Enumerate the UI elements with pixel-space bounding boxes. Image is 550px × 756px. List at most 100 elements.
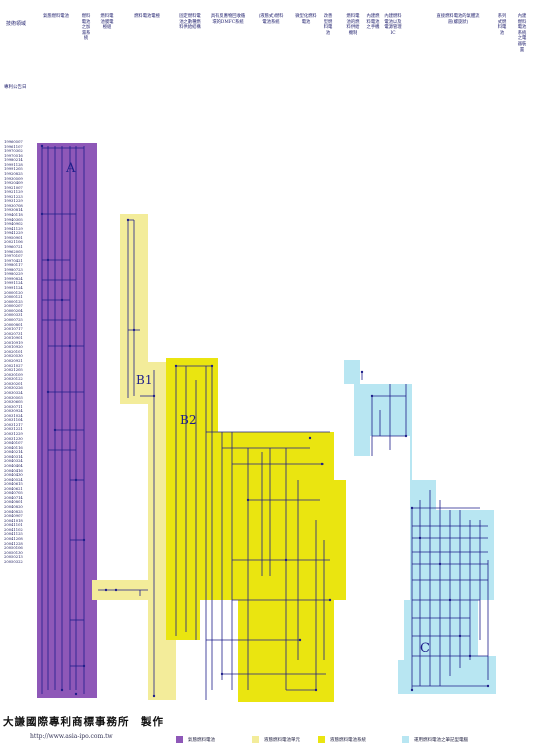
region-b2 [166, 358, 346, 702]
date-row: 20031230 [4, 436, 23, 441]
date-row: 19980117 [4, 263, 23, 268]
date-row: 20000125 [4, 299, 23, 304]
date-row: 20030324 [4, 390, 23, 395]
date-row: 20020101 [4, 349, 23, 354]
date-row: 20040214 [4, 450, 23, 455]
date-column: 19960507 19961107 19970302 19970516 19980214… [4, 140, 32, 564]
date-row: 20040416 [4, 468, 23, 473]
date-row: 19921223 [4, 194, 23, 199]
date-row: 20040314 [4, 454, 23, 459]
header-col-14: 系列式燃料電池 [497, 14, 507, 36]
header-col-13: 直接燃料電池的氣體流道(螺旋狀) [436, 14, 480, 25]
region-a-label: A [65, 161, 76, 176]
legend-label: 運用燃料電池之筆記型電腦 [414, 737, 468, 743]
date-row: 19960507 [4, 140, 23, 144]
header-col-12: 內建燃料電池以及電源管理IC [384, 14, 402, 36]
date-row: 20030201 [4, 381, 23, 386]
node-dot [284, 558, 288, 562]
date-row: 20031024 [4, 413, 23, 418]
date-row: 20041018 [4, 518, 23, 523]
node-dot [82, 538, 86, 542]
region-c-small [344, 360, 360, 384]
date-row: 20020731 [4, 331, 23, 336]
date-row: 20040907 [4, 514, 23, 519]
date-row: 20050322 [4, 559, 23, 564]
date-row: 19931229 [4, 199, 23, 204]
date-row: 20021205 [4, 368, 23, 373]
node-dot [298, 638, 302, 642]
node-dot [104, 588, 108, 592]
node-dot [40, 212, 44, 216]
date-row: 19970516 [4, 153, 23, 158]
date-row: 19980723 [4, 267, 23, 272]
date-row: 20030711 [4, 404, 23, 409]
firm-name: 大謙國際專利商標事務所 製作 [3, 716, 164, 728]
date-row: 20040714 [4, 495, 23, 500]
date-row: 19940902 [4, 222, 23, 227]
date-row: 20030122 [4, 377, 23, 382]
legend-swatch [318, 736, 325, 743]
date-row: 20000120 [4, 290, 23, 295]
region-c-label: C [420, 641, 430, 656]
header-col-2: 燃料電池之加濕系統 [81, 14, 91, 42]
date-row: 20010919 [4, 340, 23, 345]
region-a [37, 143, 97, 698]
date-row: 20000207 [4, 304, 23, 309]
region-c [354, 384, 496, 694]
node-dot [74, 478, 78, 482]
date-row: 20000121 [4, 295, 23, 300]
date-row: 20040107 [4, 441, 23, 446]
date-row: 19991128 [4, 162, 23, 167]
date-row: 20000331 [4, 313, 23, 318]
date-row: 19980229 [4, 272, 23, 277]
date-row: 20040825 [4, 509, 23, 514]
node-dot [404, 434, 408, 438]
node-dot [174, 364, 178, 368]
date-row: 19921007 [4, 185, 23, 190]
node-dot [152, 394, 156, 398]
node-dot [468, 654, 472, 658]
date-row: 19950901 [4, 235, 23, 240]
firm-url[interactable]: http://www.asia-ipo.com.tw [30, 733, 113, 740]
date-row: 20041101 [4, 523, 23, 528]
date-row: 20041102 [4, 527, 23, 532]
date-row: 19970302 [4, 149, 23, 154]
node-dot [68, 344, 72, 348]
date-row: 19980214 [4, 158, 23, 163]
region-b2-label: B2 [180, 413, 196, 427]
date-row: 19940118 [4, 213, 23, 217]
node-dot [60, 298, 64, 302]
date-row: 20040324 [4, 459, 23, 464]
date-row: 20040705 [4, 491, 23, 496]
node-dot [74, 692, 78, 696]
date-row: 20031217 [4, 422, 23, 427]
header-col-5: 固定燃料電池之數種燃料供給結構 [179, 14, 201, 31]
date-row: 20031104 [4, 418, 23, 423]
date-row: 20041228 [4, 541, 23, 546]
date-row: 19940305 [4, 217, 23, 222]
date-row: 19930814 [4, 208, 23, 213]
node-dot [314, 688, 318, 692]
date-row: 20030109 [4, 372, 23, 377]
date-row: 20031229 [4, 432, 23, 436]
date-row: 19941129 [4, 226, 23, 231]
date-row: 19962005 [4, 249, 23, 254]
date-row: 20041125 [4, 532, 23, 537]
node-dot [370, 394, 374, 398]
node-dot [46, 390, 50, 394]
node-dot [438, 562, 442, 566]
node-dot [40, 144, 44, 148]
date-row: 20040116 [4, 445, 23, 450]
date-row: 19970421 [4, 258, 23, 263]
date-row: 20030503 [4, 395, 23, 400]
node-dot [246, 498, 250, 502]
date-row: 20050213 [4, 555, 23, 560]
date-row: 19941229 [4, 231, 23, 236]
node-dot [220, 672, 224, 676]
node-dot [320, 462, 324, 466]
node-dot [328, 598, 332, 602]
date-row: 19930509 [4, 176, 23, 181]
date-row: 19920409 [4, 181, 23, 186]
node-dot [210, 364, 214, 368]
